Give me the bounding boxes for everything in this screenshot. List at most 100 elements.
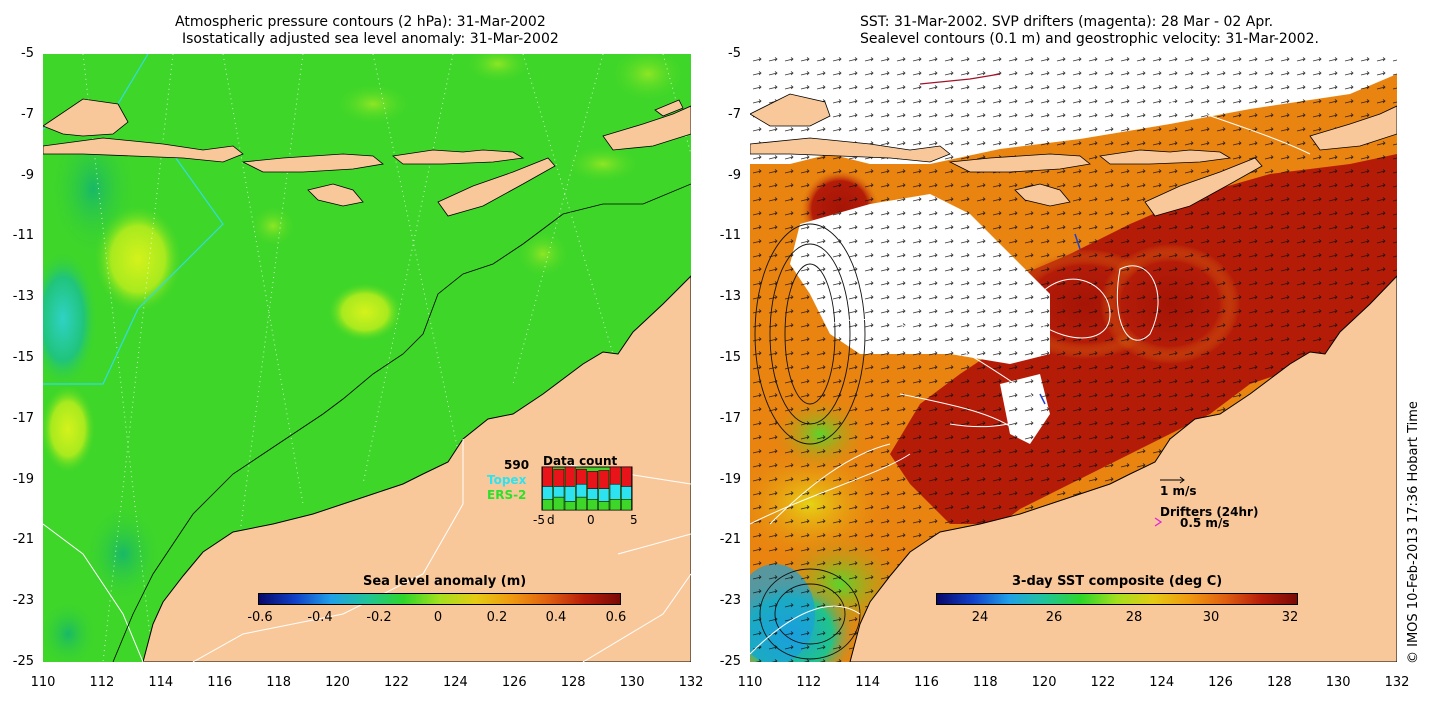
data-count-bar-segment: [587, 471, 598, 489]
left-x-tick: 124: [442, 675, 468, 690]
left-colorbar-label: Sea level anomaly (m): [363, 574, 527, 589]
velocity-scale-label: 1 m/s: [1160, 484, 1197, 498]
data-count-bar-segment: [587, 499, 598, 511]
right-colorbar-tick-26: 26: [1045, 610, 1063, 625]
right-x-tick: 112: [796, 675, 822, 690]
data-count-bar-segment: [553, 496, 565, 511]
drifters-label: Drifters (24hr): [1160, 505, 1259, 519]
right-y-tick: -5: [728, 46, 741, 61]
data-count-total: 590: [504, 458, 530, 472]
right-colorbar-label: 3-day SST composite (deg C): [1012, 574, 1223, 589]
left-x-tick: 120: [325, 675, 350, 690]
data-count-axis-pos: 5: [630, 513, 638, 527]
right-y-tick: -17: [719, 410, 741, 426]
data-count-bar-segment: [621, 499, 632, 511]
left-y-tick: -15: [12, 350, 34, 365]
data-count-title: Data count: [543, 454, 618, 468]
right-y-tick: -15: [719, 350, 741, 365]
sst-map: [750, 54, 1397, 662]
left-colorbar: [258, 593, 621, 605]
data-count-axis-d: d: [547, 513, 555, 527]
right-title-line2: Sealevel contours (0.1 m) and geostrophi…: [860, 31, 1319, 47]
right-y-tick: -19: [719, 471, 741, 487]
left-colorbar-tick-1: -0.6: [247, 610, 273, 625]
right-x-tick: 124: [1149, 675, 1175, 690]
data-count-bar-segment: [609, 483, 621, 500]
left-colorbar-tick-7: 0.6: [605, 610, 627, 625]
data-count-bar-segment: [609, 499, 621, 511]
right-x-tick: 122: [1090, 675, 1116, 690]
left-y-tick: -11: [12, 228, 34, 244]
data-count-bar-segment: [609, 466, 621, 485]
right-colorbar-tick-24: 24: [971, 610, 989, 625]
left-y-tick: -19: [12, 471, 34, 487]
legend-ers2: ERS-2: [487, 488, 527, 502]
right-title-line1: SST: 31-Mar-2002. SVP drifters (magenta)…: [860, 14, 1274, 30]
data-count-bar-segment: [564, 486, 576, 502]
right-y-tick: -9: [728, 167, 741, 183]
left-x-tick: 128: [560, 675, 586, 690]
left-x-tick: 130: [619, 675, 645, 690]
data-count-bar-segment: [542, 499, 553, 511]
data-count-bar-segment: [576, 483, 587, 498]
left-y-tick: -9: [21, 167, 34, 183]
left-colorbar-tick-2: -0.4: [307, 610, 333, 625]
right-x-tick: 110: [737, 675, 763, 690]
right-x-tick: 126: [1208, 675, 1233, 690]
sea-level-anomaly-map-svg: [43, 54, 691, 662]
left-x-tick: 112: [89, 675, 115, 690]
data-count-bar-segment: [553, 468, 565, 487]
data-count-bar-segment: [576, 496, 587, 511]
data-count-bar-segment: [542, 466, 553, 487]
right-y-tick: -23: [719, 593, 741, 609]
data-count-bar-segment: [576, 468, 587, 485]
left-x-tick: 118: [266, 675, 292, 690]
data-count-bar-segment: [553, 486, 565, 498]
left-x-tick: 132: [678, 675, 704, 690]
right-x-tick: 132: [1384, 675, 1410, 690]
right-colorbar: [936, 593, 1298, 605]
right-x-tick: 116: [914, 675, 939, 690]
left-x-tick: 122: [384, 675, 409, 690]
left-colorbar-tick-6: 0.4: [545, 610, 567, 625]
right-y-tick: -11: [719, 228, 741, 244]
right-x-tick: 130: [1325, 675, 1351, 690]
left-x-tick: 126: [501, 675, 527, 690]
left-x-tick: 110: [30, 675, 56, 690]
right-x-tick: 118: [972, 675, 998, 690]
left-x-tick: 114: [148, 675, 174, 690]
left-colorbar-tick-4: 0: [433, 610, 443, 625]
left-y-tick: -7: [21, 106, 34, 122]
data-count-bar-segment: [598, 501, 610, 511]
data-count-bars: [542, 466, 632, 511]
sea-level-anomaly-map: [43, 54, 691, 662]
left-y-tick: -13: [12, 289, 34, 305]
copyright-text: © IMOS 10-Feb-2013 17:36 Hobart Time: [1406, 401, 1421, 664]
right-colorbar-tick-30: 30: [1202, 610, 1220, 625]
right-y-tick: -7: [728, 106, 741, 122]
sst-map-svg: [750, 54, 1397, 662]
left-y-tick: -5: [21, 46, 34, 61]
left-x-tick: 116: [207, 675, 233, 690]
left-title-line2: Isostatically adjusted sea level anomaly…: [182, 31, 559, 47]
left-title-line1: Atmospheric pressure contours (2 hPa): 3…: [175, 14, 546, 30]
right-x-tick: 114: [855, 675, 881, 690]
left-y-tick: -17: [12, 410, 34, 426]
data-count-bar-segment: [621, 466, 632, 487]
data-count-bar-segment: [542, 486, 553, 500]
data-count-bar-segment: [564, 501, 576, 511]
left-colorbar-tick-5: 0.2: [486, 610, 508, 625]
right-colorbar-tick-28: 28: [1125, 610, 1143, 625]
data-count-bar-segment: [598, 488, 610, 502]
right-colorbar-tick-32: 32: [1281, 610, 1299, 625]
left-y-tick: -23: [12, 593, 34, 609]
right-y-tick: -13: [719, 289, 741, 305]
right-y-tick: -21: [719, 532, 741, 548]
data-count-axis-neg: -5: [533, 513, 545, 527]
data-count-bar-segment: [587, 488, 598, 500]
left-y-tick: -21: [12, 532, 34, 548]
right-y-tick: -25: [719, 654, 741, 669]
left-y-tick: -25: [12, 654, 34, 669]
data-count-bar-segment: [621, 486, 632, 500]
right-x-tick: 120: [1031, 675, 1057, 690]
